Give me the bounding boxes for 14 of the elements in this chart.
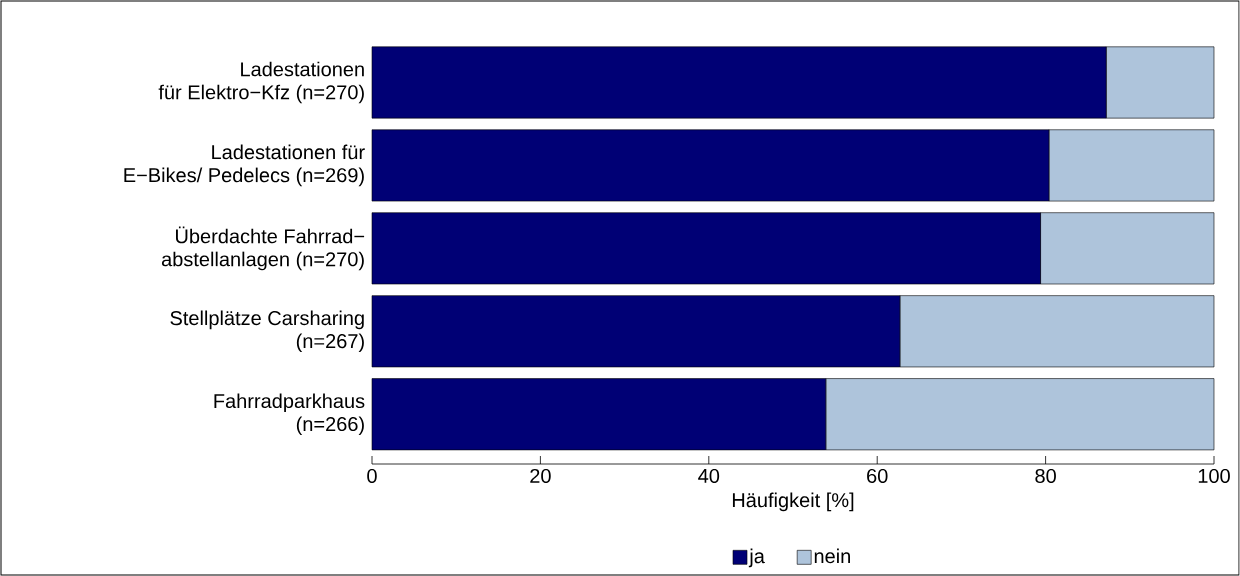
y-tick-label: Fahrradparkhaus (n=266) (214, 393, 365, 436)
y-tick-label: Ladestationen für E−Bikes/ Pedelecs (n=269) (124, 144, 365, 187)
x-tick-label: 80 (1035, 468, 1056, 484)
y-tick-label: Stellplätze Carsharing (n=267) (170, 310, 364, 353)
y-tick-label: Überdachte Fahrrad− abstellanlagen (n=270) (161, 226, 365, 271)
x-tick-label: 60 (867, 468, 888, 484)
x-tick-label: 20 (530, 468, 551, 484)
x-tick-label: 40 (698, 468, 720, 484)
legend-label: nein (814, 548, 850, 564)
legend-label: ja (748, 548, 765, 568)
x-tick-label: 0 (367, 468, 377, 484)
y-tick-label: Ladestationen für Elektro−Kfz (n=270) (158, 61, 364, 104)
x-axis-title: Häufigkeit [%] (732, 492, 854, 512)
x-tick-label: 100 (1198, 468, 1230, 484)
